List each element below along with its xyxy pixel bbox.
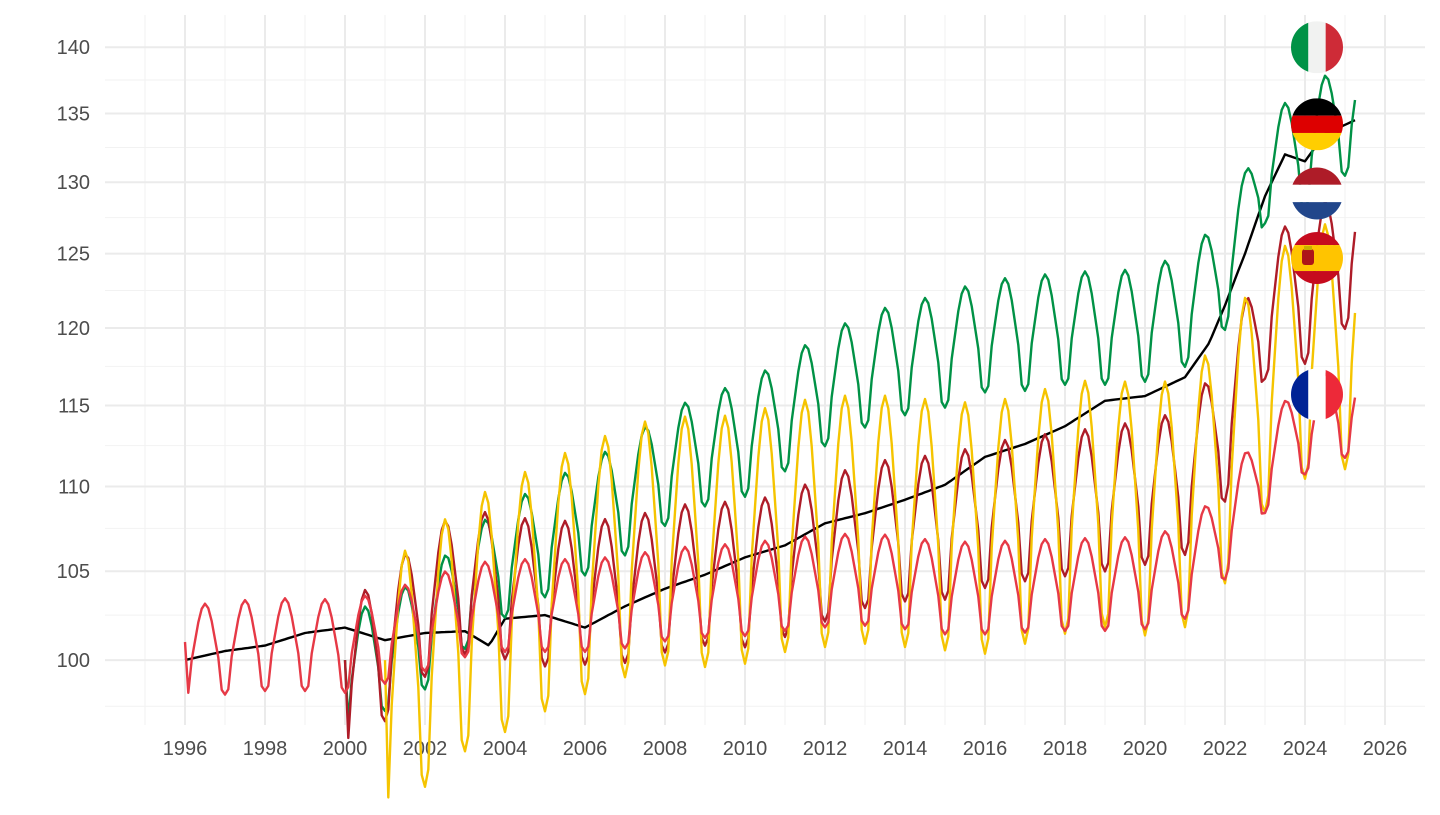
- coat-of-arms-icon: [1302, 249, 1314, 266]
- x-tick-label: 2012: [803, 738, 848, 760]
- x-tick-label: 2000: [323, 738, 368, 760]
- country-flags: [1291, 21, 1343, 421]
- y-tick-label: 130: [57, 172, 90, 194]
- x-tick-label: 2018: [1043, 738, 1088, 760]
- minor-gridlines: [105, 15, 1425, 725]
- x-tick-label: 2008: [643, 738, 688, 760]
- italy-flag: [1291, 21, 1343, 74]
- y-tick-label: 110: [58, 477, 90, 499]
- x-tick-label: 2002: [403, 738, 448, 760]
- x-tick-label: 2022: [1203, 738, 1248, 760]
- series-lines: [183, 74, 1357, 799]
- series-line-netherlands: [343, 200, 1357, 740]
- y-tick-label: 140: [57, 37, 90, 59]
- spain-flag: [1291, 232, 1343, 285]
- series-line-italy: [343, 74, 1357, 723]
- y-tick-label: 105: [57, 561, 90, 583]
- germany-flag: [1291, 98, 1343, 151]
- x-axis: 1996 1998 2000 2002 2004 2006 2008 2010 2012 2014…: [163, 738, 1408, 760]
- y-tick-label: 135: [57, 103, 90, 125]
- y-tick-label: 100: [57, 650, 90, 672]
- x-tick-label: 2020: [1123, 738, 1168, 760]
- y-tick-label: 115: [58, 396, 90, 418]
- x-tick-label: 2014: [883, 738, 928, 760]
- major-gridlines: [105, 15, 1425, 725]
- x-tick-label: 1998: [243, 738, 288, 760]
- x-tick-label: 2024: [1283, 738, 1328, 760]
- series-line-spain: [383, 223, 1357, 799]
- x-tick-label: 2004: [483, 738, 528, 760]
- y-tick-label: 120: [57, 318, 90, 340]
- x-tick-label: 2010: [723, 738, 768, 760]
- netherlands-flag: [1291, 167, 1343, 220]
- france-flag: [1291, 368, 1343, 421]
- series-line-france: [183, 372, 1357, 696]
- x-tick-label: 1996: [163, 738, 208, 760]
- x-tick-label: 2016: [963, 738, 1008, 760]
- x-tick-label: 2006: [563, 738, 608, 760]
- x-tick-label: 2026: [1363, 738, 1408, 760]
- y-axis: 100 105 110 115 120 125 130 135 140: [57, 37, 90, 672]
- y-tick-label: 125: [57, 244, 90, 266]
